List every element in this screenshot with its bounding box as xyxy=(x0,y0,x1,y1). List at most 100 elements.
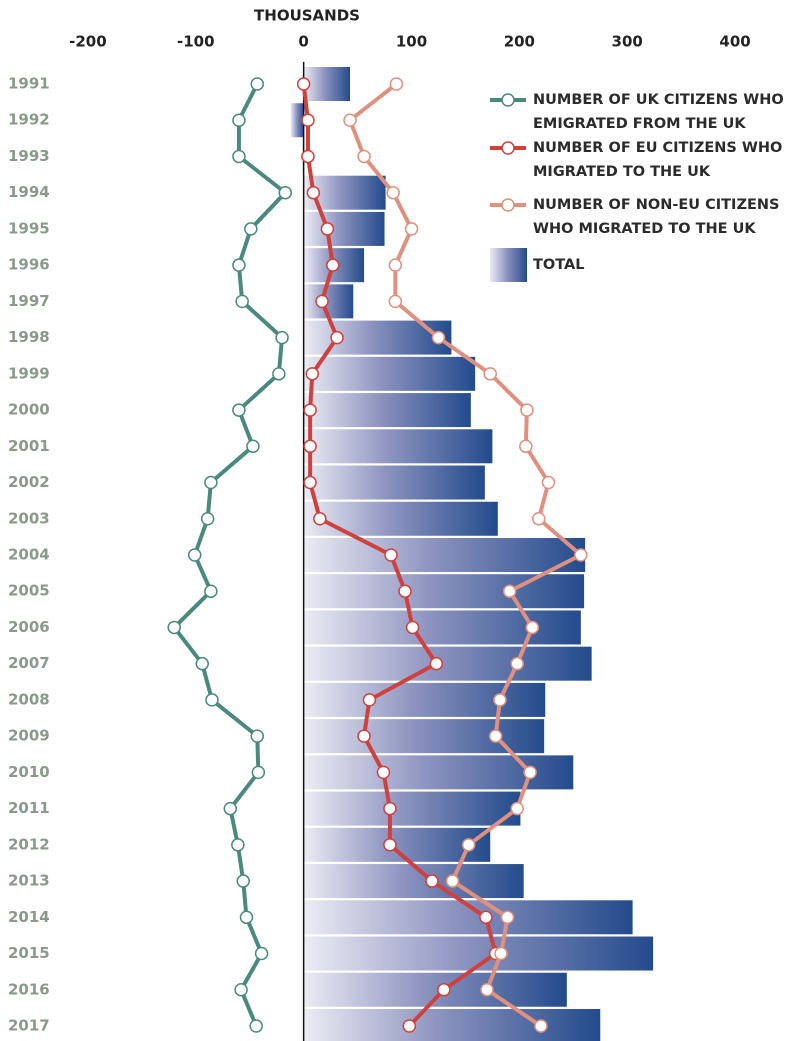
x-tick-label: 300 xyxy=(612,33,643,51)
point xyxy=(502,584,517,598)
bar xyxy=(303,429,493,464)
y-tick-label: 1992 xyxy=(8,111,50,129)
point xyxy=(232,258,246,272)
point xyxy=(388,294,403,309)
point xyxy=(244,222,258,236)
y-tick-label: 2008 xyxy=(8,690,50,708)
y-tick-label: 1994 xyxy=(8,183,50,201)
point xyxy=(386,185,400,200)
x-tick-label: -100 xyxy=(177,33,215,51)
point xyxy=(320,222,335,236)
point xyxy=(357,729,371,743)
point xyxy=(278,185,293,200)
legend-label: NUMBER OF NON-EU CITIZENS WHO MIGRATED T… xyxy=(533,197,780,237)
x-tick-label: 0 xyxy=(298,33,308,51)
point xyxy=(236,874,250,888)
y-tick-label: 1998 xyxy=(8,328,50,346)
point xyxy=(306,185,321,200)
point xyxy=(488,729,503,743)
point xyxy=(326,258,340,272)
y-tick-label: 2000 xyxy=(8,401,50,419)
y-tick-label: 2002 xyxy=(8,473,50,491)
point xyxy=(195,656,210,671)
y-tick-label: 2009 xyxy=(8,727,50,745)
point xyxy=(404,222,419,236)
point xyxy=(301,113,315,127)
point xyxy=(235,294,249,309)
point xyxy=(200,512,215,526)
point xyxy=(429,656,444,671)
bar xyxy=(303,1008,601,1041)
point xyxy=(510,801,524,816)
point xyxy=(232,113,246,127)
bar xyxy=(303,791,521,826)
point xyxy=(296,77,311,91)
bar xyxy=(303,501,498,536)
y-tick-label: 1991 xyxy=(8,75,50,93)
bar xyxy=(303,67,351,101)
point xyxy=(187,548,202,562)
bar xyxy=(303,646,592,681)
point xyxy=(343,113,357,127)
legend-swatch xyxy=(490,248,527,282)
legend-label: NUMBER OF EU CITIZENS WHO MIGRATED TO TH… xyxy=(533,140,783,180)
point xyxy=(250,729,265,743)
point xyxy=(231,838,245,852)
y-tick-label: 2007 xyxy=(8,654,50,672)
point xyxy=(357,149,371,164)
point xyxy=(532,512,546,526)
legend-marker xyxy=(501,93,515,107)
point xyxy=(425,874,439,888)
point xyxy=(362,693,377,707)
point xyxy=(251,765,266,780)
point xyxy=(405,620,420,635)
legend-label: TOTAL xyxy=(533,257,585,273)
y-tick-label: 1997 xyxy=(8,292,50,310)
y-tick-label: 2005 xyxy=(8,582,50,600)
point xyxy=(519,439,533,454)
point xyxy=(305,367,320,381)
y-tick-label: 2006 xyxy=(8,618,50,636)
point xyxy=(500,910,515,925)
point xyxy=(534,1019,548,1033)
y-tick-label: 1993 xyxy=(8,147,50,165)
point xyxy=(272,367,286,381)
y-tick-label: 2011 xyxy=(8,799,50,817)
point xyxy=(510,656,524,671)
point xyxy=(437,983,451,997)
bar xyxy=(303,574,585,609)
point xyxy=(204,475,218,490)
point xyxy=(232,149,246,164)
y-tick-label: 2003 xyxy=(8,509,50,527)
legend-label: NUMBER OF UK CITIZENS WHO EMIGRATED FROM… xyxy=(533,92,784,132)
x-tick-label: 400 xyxy=(719,33,750,51)
bar xyxy=(303,682,546,717)
point xyxy=(461,838,476,852)
legend-marker xyxy=(501,198,515,212)
point xyxy=(398,584,412,598)
point xyxy=(250,77,265,91)
point xyxy=(249,1019,263,1033)
point xyxy=(167,620,181,635)
y-tick-label: 2010 xyxy=(8,763,50,781)
point xyxy=(494,946,508,961)
bar xyxy=(303,211,385,246)
point xyxy=(384,548,398,562)
y-tick-label: 2016 xyxy=(8,980,50,998)
point xyxy=(541,475,556,490)
y-tick-label: 1995 xyxy=(8,219,50,237)
bar xyxy=(303,610,581,645)
y-tick-label: 2001 xyxy=(8,437,50,455)
point xyxy=(301,149,315,164)
point xyxy=(239,910,254,925)
point xyxy=(388,258,403,272)
point xyxy=(315,294,329,309)
point xyxy=(223,801,238,816)
point xyxy=(520,403,534,417)
point xyxy=(402,1019,417,1033)
point xyxy=(254,946,269,961)
point xyxy=(303,439,317,454)
axis-title: THOUSANDS xyxy=(254,7,360,25)
point xyxy=(275,330,289,345)
point xyxy=(376,765,391,780)
